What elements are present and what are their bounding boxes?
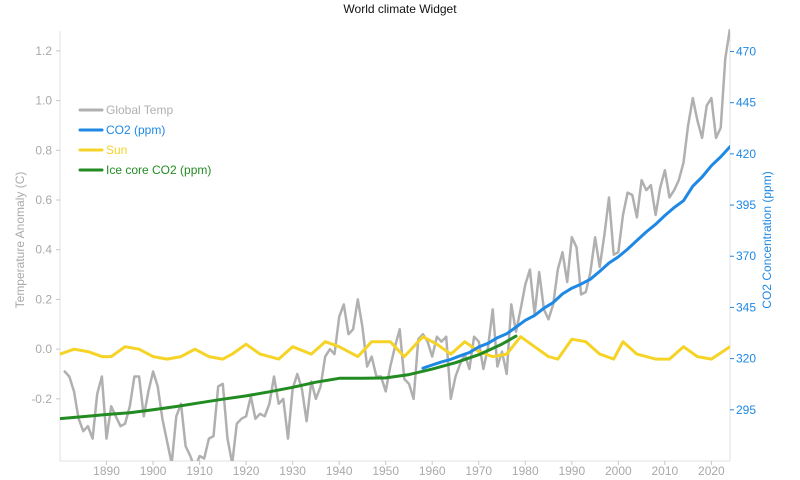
chart-legend: Global Temp CO2 (ppm) Sun Ice core CO2 (ppm… (78, 103, 211, 177)
x-tick-label: 1930 (279, 464, 306, 478)
left-tick-label: 0.8 (35, 143, 52, 157)
chart-title: World climate Widget (343, 2, 457, 16)
right-axis-ticks: 470 445 420 395 370 345 320 295 (730, 44, 756, 417)
legend-label-co2-ppm: CO2 (ppm) (106, 123, 165, 137)
right-tick-label: 295 (736, 403, 756, 417)
series-line-sun (60, 335, 730, 361)
right-tick-label: 445 (736, 96, 756, 110)
series-line-global-temp (63, 29, 730, 461)
legend-label-ice-core-co2-ppm: Ice core CO2 (ppm) (106, 163, 211, 177)
right-tick-label: 320 (736, 352, 756, 366)
left-tick-label: 0.0 (35, 342, 52, 356)
right-tick-label: 395 (736, 198, 756, 212)
x-tick-label: 1960 (419, 464, 446, 478)
x-tick-label: 1990 (558, 464, 585, 478)
x-tick-label: 1910 (186, 464, 213, 478)
series-layer (60, 29, 730, 461)
x-tick-label: 2010 (652, 464, 679, 478)
right-tick-label: 370 (736, 249, 756, 263)
right-tick-label: 345 (736, 300, 756, 314)
x-axis-ticks: 1890 1900 1910 1920 1930 1940 1950 1960 1970 1980… (93, 461, 725, 478)
legend-label-sun: Sun (106, 143, 127, 157)
left-tick-label: 1.2 (35, 44, 52, 58)
x-tick-label: 1940 (326, 464, 353, 478)
left-axis-label: Temperature Anomaly (C) (13, 172, 27, 309)
left-tick-label: 0.4 (35, 243, 52, 257)
right-tick-label: 420 (736, 147, 756, 161)
x-tick-label: 1980 (512, 464, 539, 478)
x-tick-label: 1890 (93, 464, 120, 478)
series-line-co2-ppm (421, 145, 730, 370)
left-axis-ticks: 1.2 1.0 0.8 0.6 0.4 0.2 0.0 -0.2 (31, 44, 60, 406)
left-tick-label: 0.2 (35, 292, 52, 306)
x-tick-label: 1950 (372, 464, 399, 478)
x-tick-label: 2000 (605, 464, 632, 478)
legend-label-global-temp: Global Temp (106, 103, 173, 117)
right-tick-label: 470 (736, 44, 756, 58)
series-line-ice-core-co2-ppm (60, 334, 518, 421)
x-tick-label: 2020 (698, 464, 725, 478)
left-tick-label: 0.6 (35, 193, 52, 207)
x-tick-label: 1970 (465, 464, 492, 478)
left-tick-label: 1.0 (35, 94, 52, 108)
x-tick-label: 1900 (140, 464, 167, 478)
left-tick-label: -0.2 (31, 392, 52, 406)
right-axis-label: CO2 Concentration (ppm) (760, 171, 774, 308)
x-tick-label: 1920 (233, 464, 260, 478)
